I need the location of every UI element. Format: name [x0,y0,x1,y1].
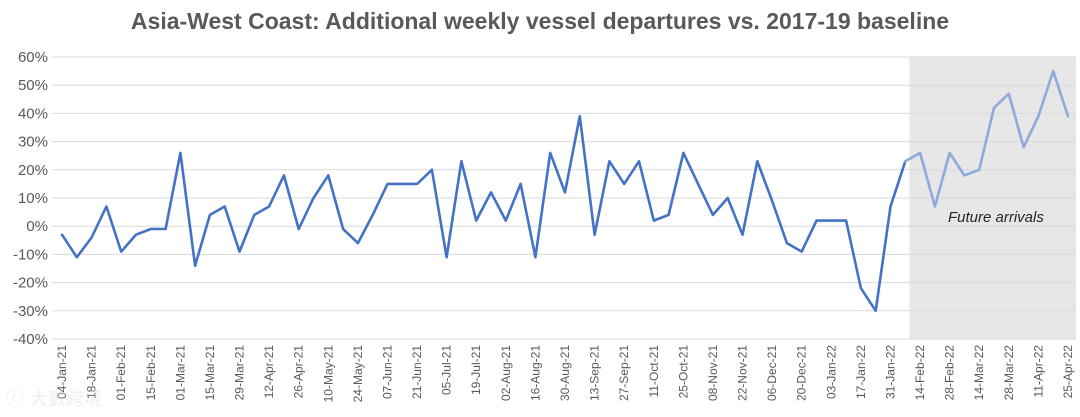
y-tick-label: 10% [18,190,48,207]
series-line-past-departures [60,114,907,313]
x-tick-label: 27-Sep-21 [617,345,631,401]
x-tick-label: 01-Feb-21 [114,345,128,401]
x-tick-label: 30-Aug-21 [558,345,572,401]
y-tick-label: 60% [18,49,48,66]
x-tick-label: 12-Apr-21 [262,345,276,399]
y-tick-label: 30% [18,134,48,151]
x-tick-label: 31-Jan-22 [883,345,897,399]
series-lines [60,69,1070,313]
x-tick-label: 04-Jan-21 [55,345,69,399]
x-tick-label: 22-Nov-21 [736,345,750,401]
y-tick-label: 20% [18,162,48,179]
x-tick-label: 19-Jul-21 [469,345,483,395]
y-tick-label: 0% [26,218,48,235]
x-tick-label: 15-Feb-21 [144,345,158,401]
x-tick-label: 18-Jan-21 [85,345,99,399]
x-tick-label: 16-Aug-21 [528,345,542,401]
x-tick-label: 20-Dec-21 [795,345,809,401]
x-tick-label: 17-Jan-22 [854,345,868,399]
x-tick-label: 05-Jul-21 [440,345,454,395]
x-tick-label: 28-Mar-22 [1002,345,1016,401]
series-line-future-arrivals [903,69,1070,208]
x-tick-label: 15-Mar-21 [203,345,217,401]
gridlines [52,56,1076,340]
x-tick-label: 28-Feb-22 [943,345,957,401]
x-tick-label: 21-Jun-21 [410,345,424,399]
x-tick-label: 26-Apr-21 [292,345,306,399]
y-tick-label: -30% [13,303,48,320]
x-tick-label: 25-Oct-21 [676,345,690,399]
x-tick-label: 03-Jan-22 [824,345,838,399]
x-tick-label: 13-Sep-21 [588,345,602,401]
y-tick-label: -40% [13,331,48,348]
y-tick-label: 50% [18,77,48,94]
y-axis-ticks: 60% 50% 40% 30% 20% 10% 0% -10% -20% -30% -40% [13,49,48,348]
future-arrivals-annotation: Future arrivals [948,209,1044,226]
x-tick-label: 14-Mar-22 [972,345,986,401]
x-tick-label: 11-Oct-21 [647,345,661,398]
x-tick-label: 01-Mar-21 [173,345,187,401]
x-tick-label: 10-May-21 [321,345,335,403]
x-tick-label: 25-Apr-22 [1061,345,1075,399]
x-tick-label: 07-Jun-21 [380,345,394,399]
y-tick-label: -20% [13,275,48,292]
x-tick-label: 08-Nov-21 [706,345,720,401]
y-tick-label: -10% [13,246,48,263]
x-tick-label: 24-May-21 [351,345,365,403]
x-tick-label: 29-Mar-21 [233,345,247,401]
x-axis-ticks: 04-Jan-21 18-Jan-21 01-Feb-21 15-Feb-21 01-M… [55,345,1075,403]
y-tick-label: 40% [18,105,48,122]
x-tick-label: 11-Apr-22 [1031,345,1045,398]
x-tick-label: 06-Dec-21 [765,345,779,401]
x-tick-label: 14-Feb-22 [913,345,927,401]
x-tick-label: 02-Aug-21 [499,345,513,401]
watermark-logo: ⓒ 大數跨境 [6,389,102,410]
chart-title: Asia-West Coast: Additional weekly vesse… [130,8,950,34]
